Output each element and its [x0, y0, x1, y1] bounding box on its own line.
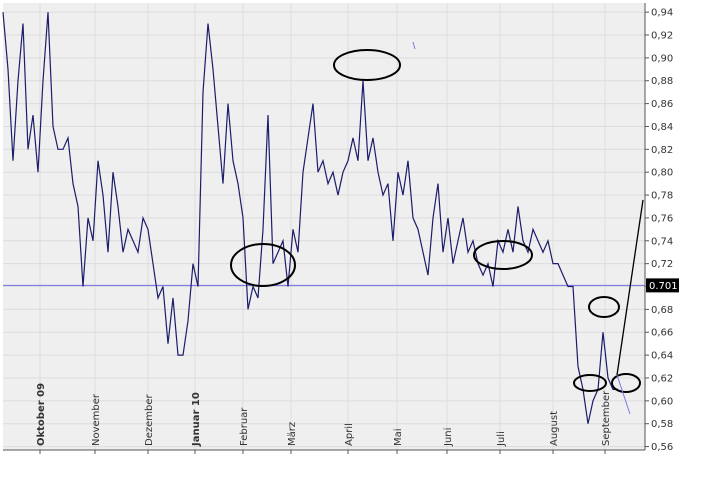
reference-label: 0.701 [649, 281, 678, 292]
y-tick-label: 0,80 [651, 168, 673, 179]
y-tick-label: 0,92 [651, 31, 673, 42]
y-tick-label: 0,94 [651, 8, 673, 19]
annotations [230, 41, 644, 415]
x-tick-label: Juli [496, 431, 507, 447]
trend-line [616, 199, 644, 376]
trend-line [616, 374, 631, 415]
line-series [2, 12, 618, 424]
y-tick-label: 0,84 [651, 122, 673, 133]
lines [2, 12, 645, 424]
y-tick-label: 0,88 [651, 76, 673, 87]
y-tick-label: 0,78 [651, 191, 673, 202]
reference-label-box [646, 278, 679, 293]
y-tick-label: 0,86 [651, 99, 673, 110]
ellipse [588, 296, 620, 318]
ellipse [230, 243, 296, 287]
y-tick-label: 0,58 [651, 419, 673, 430]
x-tick-label: April [344, 423, 355, 446]
y-tick-label: 0,56 [651, 442, 673, 453]
x-tick-label: September [601, 390, 612, 446]
ellipse [333, 49, 401, 81]
plot-area [3, 3, 645, 450]
y-tick-label: 0,60 [651, 396, 673, 407]
y-tick-label: 0,74 [651, 236, 673, 247]
x-tick-label: Juni [443, 428, 454, 447]
x-tick-label: Oktober 09 [36, 383, 47, 446]
trend-line [412, 41, 416, 50]
y-tick-label: 0,90 [651, 53, 673, 64]
x-tick-label: Februar [239, 407, 250, 446]
x-tick-label: November [91, 393, 102, 446]
y-tick-label: 0,68 [651, 305, 673, 316]
y-tick-label: 0,72 [651, 259, 673, 270]
ellipse [473, 240, 533, 270]
x-tick-label: Mai [393, 428, 404, 446]
y-tick-label: 0,62 [651, 373, 673, 384]
y-tick-label: 0,66 [651, 328, 673, 339]
y-tick-label: 0,64 [651, 351, 673, 362]
x-tick-label: März [287, 422, 298, 446]
y-tick-label: 0,76 [651, 213, 673, 224]
x-tick-label: Dezember [144, 394, 155, 446]
x-tick-label: August [549, 411, 560, 446]
y-tick-label: 0,82 [651, 145, 673, 156]
ellipse [573, 374, 607, 392]
ellipse [611, 373, 641, 393]
x-tick-label: Januar 10 [191, 392, 202, 447]
